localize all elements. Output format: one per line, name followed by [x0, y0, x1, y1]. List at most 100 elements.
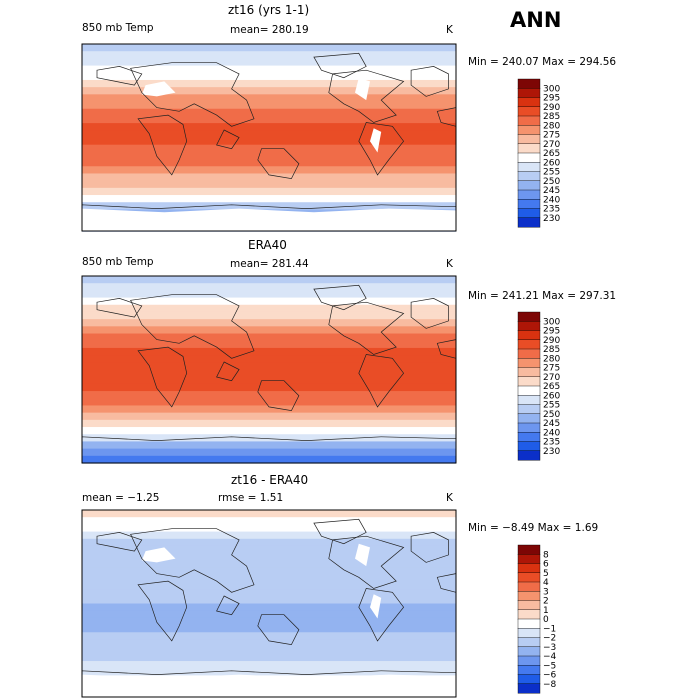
colorbar-swatch — [517, 125, 541, 136]
map-band — [82, 398, 456, 407]
coastline — [96, 66, 143, 86]
colorbar-swatch — [517, 600, 541, 611]
colorbar-svg: 3002952902852802752702652602552502452402… — [517, 78, 560, 228]
colorbar-swatch — [517, 432, 541, 443]
colorbar-tick-label: 290 — [543, 103, 560, 113]
panel-1-minmax-label: Min = 240.07 Max = 294.56 — [468, 56, 617, 68]
map-band — [82, 441, 456, 450]
coastline — [328, 535, 405, 589]
colorbar-tick-label: 300 — [543, 317, 560, 327]
panel-2-minmax-label: Min = 241.21 Max = 297.31 — [468, 290, 617, 302]
colorbar-tick-label: 0 — [543, 615, 549, 625]
colorbar-swatch — [517, 441, 541, 452]
map-band — [82, 72, 456, 81]
coastline — [328, 69, 405, 123]
colorbar-tick-label: 290 — [543, 336, 560, 346]
coastline — [96, 298, 143, 318]
colorbar-swatch — [517, 591, 541, 602]
coastline — [313, 284, 367, 311]
missing-data-mask — [370, 128, 382, 153]
colorbar-swatch — [517, 97, 541, 108]
map-band — [82, 538, 456, 547]
colorbar-swatch — [517, 311, 541, 322]
coastline — [257, 148, 300, 179]
map-band — [82, 123, 456, 131]
map-band — [82, 159, 456, 167]
map-band — [82, 195, 456, 203]
coastline — [358, 354, 405, 408]
panel-2-unit-label: K — [446, 258, 453, 270]
map-band — [82, 283, 456, 291]
colorbar-swatch — [517, 628, 541, 639]
map-band — [82, 326, 456, 335]
colorbar-tick-label: −8 — [543, 680, 557, 690]
map-bands — [82, 44, 456, 232]
panel-3-colorbar: 8 6 5 4 3 2 1 0 −1 −2 −3 −4 −5 −6 −8 — [517, 544, 578, 694]
coastline — [410, 298, 449, 329]
panel-2-title: ERA40 — [248, 238, 287, 252]
colorbar-swatch — [517, 646, 541, 657]
colorbar-tick-label: 300 — [543, 84, 560, 94]
colorbar-tick-label: 285 — [543, 345, 560, 355]
panel-1-unit-label: K — [446, 24, 453, 36]
map-band — [82, 567, 456, 576]
season-label: ANN — [510, 8, 562, 32]
panel-3-title: zt16 - ERA40 — [231, 473, 309, 487]
map-band — [82, 545, 456, 554]
colorbar-swatch — [517, 88, 541, 99]
coastline — [257, 380, 300, 411]
map-band — [82, 151, 456, 160]
coastline — [137, 580, 188, 642]
map-band — [82, 130, 456, 139]
panel-1-map — [81, 43, 457, 232]
map-band — [82, 65, 456, 74]
panel-3-minmax-label: Min = −8.49 Max = 1.69 — [468, 522, 599, 534]
colorbar-tick-label: 250 — [543, 177, 560, 187]
colorbar-swatch — [517, 143, 541, 154]
colorbar-tick-label: 240 — [543, 195, 560, 205]
map-band — [82, 646, 456, 655]
coastline — [410, 66, 449, 97]
map-band — [82, 517, 456, 525]
map-band — [82, 383, 456, 392]
panel-1-variable-label: 850 mb Temp — [82, 22, 154, 34]
coastline — [313, 52, 367, 79]
colorbar-tick-label: 265 — [543, 382, 560, 392]
colorbar-swatch — [517, 665, 541, 676]
colorbar-tick-label: 265 — [543, 149, 560, 159]
panel-1-mean-label: mean= 280.19 — [230, 24, 309, 36]
colorbar-tick-label: 230 — [543, 214, 560, 224]
coastline — [137, 114, 188, 176]
panel-3-unit-label: K — [446, 492, 453, 504]
panel-2-colorbar: 300 295 290 285 280 275 270 265 260 255 250 245 240 2… — [517, 311, 578, 461]
colorbar-tick-label: 6 — [543, 560, 549, 570]
map-band — [82, 524, 456, 533]
colorbar-swatch — [517, 115, 541, 126]
map-band — [82, 58, 456, 67]
map-band — [82, 319, 456, 327]
colorbar-tick-label: 275 — [543, 131, 560, 141]
map-band — [82, 653, 456, 662]
map-band — [82, 44, 456, 52]
map-band — [82, 340, 456, 349]
missing-data-mask — [355, 77, 370, 101]
colorbar-tick-label: 260 — [543, 158, 560, 168]
map-band — [82, 455, 456, 464]
map-band — [82, 304, 456, 313]
map-band — [82, 412, 456, 421]
panel-3-stat-rmse-label: rmse = 1.51 — [218, 492, 284, 504]
colorbar-swatch — [517, 330, 541, 341]
colorbar-swatch — [517, 674, 541, 685]
colorbar-swatch — [517, 208, 541, 219]
colorbar-swatch — [517, 450, 541, 461]
map-band — [82, 553, 456, 561]
coastline — [130, 62, 255, 127]
map-band — [82, 355, 456, 363]
coastline — [257, 614, 300, 645]
map-band — [82, 311, 456, 320]
map-band — [82, 510, 456, 518]
map-band — [82, 668, 456, 677]
missing-data-mask — [355, 543, 370, 567]
map-band — [82, 362, 456, 371]
panel-3-stat-mean-label: mean = −1.25 — [82, 492, 160, 504]
